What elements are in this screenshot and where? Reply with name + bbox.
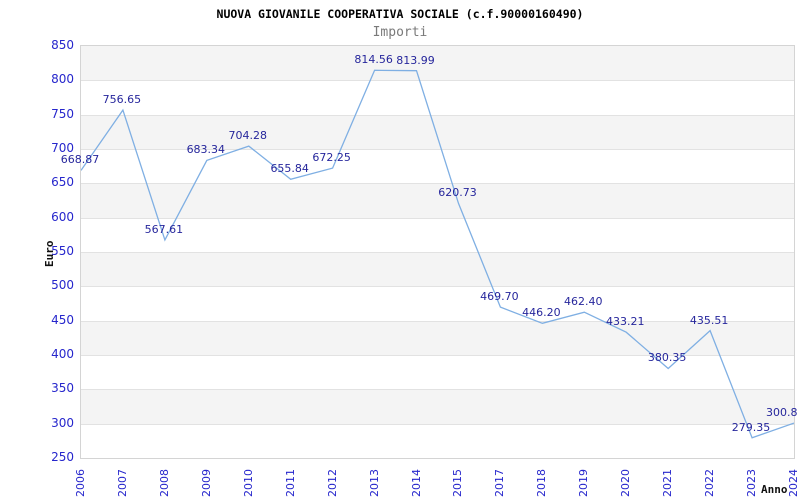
plot-band <box>81 149 794 184</box>
y-tick-label: 350 <box>51 381 74 396</box>
plot-band <box>81 320 794 355</box>
y-tick-label: 550 <box>51 244 74 258</box>
y-tick-label: 300 <box>51 415 74 430</box>
y-tick-label: 400 <box>51 347 74 361</box>
gridline <box>81 423 794 425</box>
data-label: 668.87 <box>60 153 100 167</box>
data-label: 380.35 <box>647 351 687 365</box>
data-label: 620.73 <box>438 186 477 200</box>
y-tick-label: 800 <box>51 72 74 87</box>
y-tick-label: 250 <box>51 450 74 464</box>
x-tick-label: 2009 <box>199 469 213 497</box>
data-label: 300.8 <box>766 406 798 420</box>
x-tick-label: 2018 <box>535 469 549 497</box>
gridline <box>81 286 794 288</box>
data-label: 704.28 <box>228 129 268 143</box>
plot-band <box>81 252 794 287</box>
gridline <box>81 320 794 322</box>
data-label: 469.70 <box>480 290 519 304</box>
x-tick-label: 2011 <box>283 469 297 497</box>
data-label: 814.56 <box>354 53 393 67</box>
plot-band <box>81 46 794 81</box>
y-tick-label: 600 <box>51 209 74 224</box>
data-label: 433.21 <box>605 315 645 329</box>
y-tick-label: 700 <box>51 141 74 155</box>
y-tick-label: 750 <box>51 106 74 121</box>
plot-band <box>81 389 794 424</box>
data-label: 567.61 <box>144 222 184 236</box>
x-tick-label: 2024 <box>787 469 800 497</box>
gridline <box>81 80 794 82</box>
x-tick-label: 2007 <box>115 469 129 497</box>
x-tick-label: 2022 <box>703 469 717 497</box>
plot-band <box>81 80 794 115</box>
y-axis-title: Euro <box>43 240 56 268</box>
plot-band <box>81 286 794 321</box>
data-label: 813.99 <box>396 53 435 67</box>
plot-area <box>80 45 795 459</box>
data-label: 462.40 <box>564 295 603 309</box>
x-tick-label: 2019 <box>577 469 591 497</box>
y-tick-label: 850 <box>51 38 74 52</box>
plot-band <box>81 183 794 218</box>
x-tick-label: 2014 <box>409 469 423 497</box>
gridline <box>81 183 794 185</box>
x-tick-label: 2015 <box>451 469 465 497</box>
plot-band <box>81 423 794 458</box>
y-tick-label: 650 <box>51 175 74 190</box>
data-label: 435.51 <box>689 313 729 327</box>
x-tick-label: 2021 <box>661 469 675 497</box>
x-tick-label: 2010 <box>241 469 255 497</box>
chart-title: NUOVA GIOVANILE COOPERATIVA SOCIALE (c.f… <box>216 7 584 21</box>
plot-band <box>81 217 794 252</box>
data-label: 683.34 <box>186 143 226 157</box>
series-line <box>81 69 794 439</box>
gridline <box>81 149 794 150</box>
x-tick-label: 2017 <box>493 469 507 497</box>
plot-band <box>81 355 794 390</box>
data-label: 279.35 <box>731 420 771 434</box>
plot-band <box>81 114 794 149</box>
x-axis-title: Anno <box>761 483 788 496</box>
chart-subtitle: Importi <box>372 25 428 40</box>
data-label: 446.20 <box>522 306 561 320</box>
x-tick-label: 2012 <box>325 469 339 497</box>
y-tick-label: 450 <box>51 312 74 327</box>
gridline <box>81 217 794 219</box>
x-tick-label: 2023 <box>745 469 759 497</box>
series-line-svg <box>81 69 794 439</box>
x-tick-label: 2020 <box>619 469 633 497</box>
x-tick-label: 2008 <box>157 469 171 497</box>
y-tick-label: 500 <box>51 278 74 293</box>
gridline <box>81 114 794 116</box>
gridline <box>81 355 794 356</box>
gridline <box>81 389 794 391</box>
x-tick-label: 2013 <box>367 469 381 497</box>
data-label: 655.84 <box>270 162 309 176</box>
data-label: 756.65 <box>102 93 142 107</box>
x-tick-label: 2006 <box>74 469 87 497</box>
gridline <box>81 252 794 253</box>
data-label: 672.25 <box>312 151 351 165</box>
